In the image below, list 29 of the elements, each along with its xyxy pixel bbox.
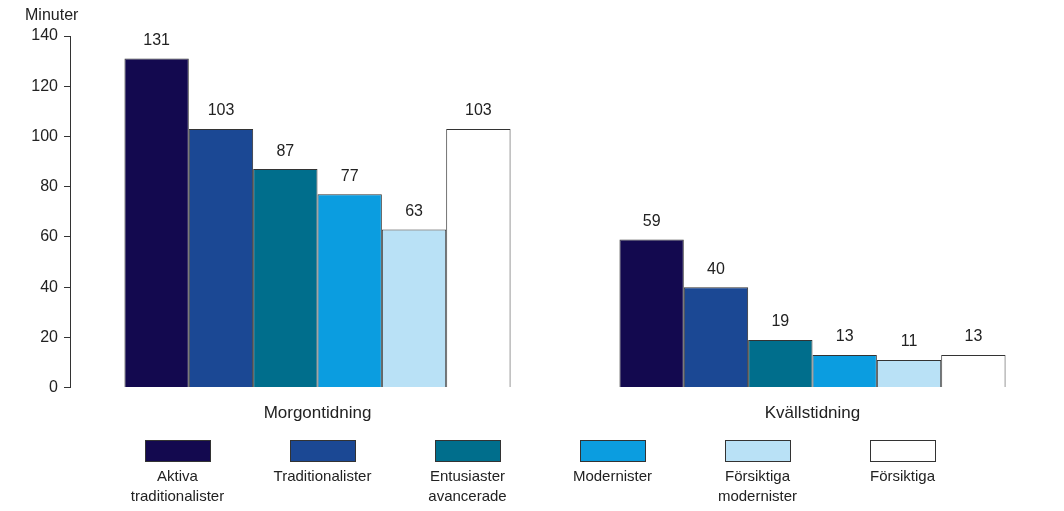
data-label: 131 — [143, 31, 171, 49]
legend-label: Modernister — [572, 466, 653, 486]
y-tick-label: 80 — [40, 177, 59, 195]
data-label: 11 — [900, 332, 918, 350]
y-tick-label: 40 — [40, 277, 59, 295]
data-label: 87 — [276, 141, 295, 159]
y-tick-label: 100 — [31, 126, 59, 144]
y-tick-label: 120 — [31, 76, 59, 94]
data-label: 40 — [707, 259, 725, 277]
y-tick-label: 60 — [40, 227, 59, 245]
data-label: 103 — [207, 101, 235, 119]
data-label: 77 — [340, 166, 359, 184]
data-label: 103 — [465, 101, 492, 119]
y-tick-label: 140 — [31, 26, 59, 44]
legend-label: Försiktiga — [869, 466, 936, 486]
legend-label: Entusiaster avancerade — [427, 466, 508, 506]
data-label: 63 — [405, 201, 424, 219]
data-label: 19 — [771, 312, 790, 330]
legend-label: Aktiva traditionalister — [129, 466, 226, 506]
data-label: 59 — [642, 211, 661, 229]
x-tick-label: Kvällstidning — [764, 403, 861, 423]
data-label: 13 — [964, 327, 983, 345]
y-tick-label: 20 — [40, 327, 59, 345]
y-axis-title: Minuter — [25, 6, 80, 24]
legend-label: Försiktiga modernister — [716, 466, 799, 506]
data-label: 13 — [835, 327, 854, 345]
x-tick-label: Morgontidning — [263, 403, 372, 423]
y-tick-label: 0 — [49, 378, 59, 396]
legend-label: Traditionalister — [273, 466, 372, 486]
